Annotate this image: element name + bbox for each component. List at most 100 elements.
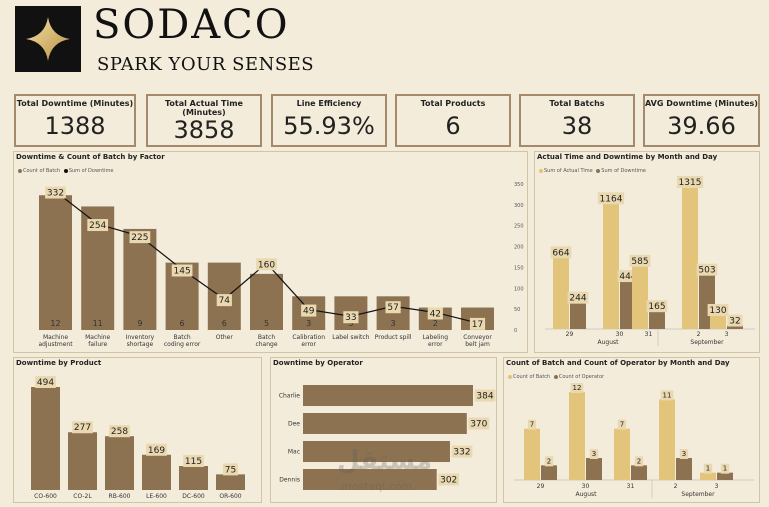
series-2-label: 165 <box>648 302 665 312</box>
category-label: change <box>255 341 277 348</box>
kpi-label: Total Batchs <box>549 99 605 108</box>
series-1-label-bg <box>550 246 572 259</box>
downtime-label: 254 <box>89 221 106 231</box>
category-label: LE-600 <box>146 493 167 500</box>
watermark-arabic: مستقل <box>337 446 433 476</box>
day-label: 31 <box>645 331 653 338</box>
factor-chart: 05010015020025030035012Machineadjustment… <box>38 182 524 348</box>
series-1-label-bg <box>660 390 674 401</box>
legend: Sum of Actual Time Sum of Downtime <box>537 168 646 174</box>
series-1-label-bg <box>597 192 625 205</box>
legend-label: Sum of Downtime <box>68 168 114 174</box>
legend-swatch <box>553 374 558 379</box>
series-1-label-bg <box>707 303 729 316</box>
legend: Count of Batch Sum of Downtime <box>16 168 114 174</box>
value-label: 169 <box>148 446 165 456</box>
bar-series-1 <box>569 392 585 480</box>
series-1-label-bg <box>570 383 584 393</box>
bar-downtime <box>31 387 60 490</box>
value-label: 75 <box>225 465 236 475</box>
day-label: 29 <box>566 331 574 338</box>
product-panel: Downtime by Product 494 CO-600 277 CO-2L 258… <box>13 357 262 503</box>
value-label-bg <box>438 473 460 486</box>
factor-panel: Downtime & Count of Batch by Factor Coun… <box>13 151 528 353</box>
series-1-label-bg <box>527 419 537 430</box>
bar-series-2 <box>570 302 586 329</box>
category-label: Product spill <box>375 334 412 341</box>
kpi-total-actual-time: Total Actual Time (Minutes) 3858 <box>146 94 262 147</box>
bar-downtime <box>216 474 245 490</box>
bar-downtime <box>303 385 473 406</box>
bar-series-1 <box>710 314 726 329</box>
operator-panel: Downtime by Operator Charlie 384 Dee 370 Mac… <box>270 357 497 503</box>
day-label: 30 <box>582 483 590 490</box>
bar-series-1 <box>553 257 569 329</box>
bar-series-2 <box>676 458 692 480</box>
day-label: 31 <box>627 483 635 490</box>
category-label: Label switch <box>332 334 369 341</box>
panel-title: Downtime by Product <box>16 359 102 367</box>
series-2-label: 444 <box>619 272 636 282</box>
value-label: 258 <box>111 427 128 437</box>
category-label: CO-2L <box>73 493 92 500</box>
downtime-label-bg <box>385 301 401 314</box>
series-2-label-bg <box>544 456 554 467</box>
downtime-label-bg <box>129 231 151 244</box>
bar-series-2 <box>631 465 647 480</box>
bar-series-2 <box>541 465 557 480</box>
legend-label: Count of Operator <box>558 374 605 380</box>
count-label: 6 <box>222 319 227 328</box>
bar-downtime <box>303 469 437 490</box>
product-chart: 494 CO-600 277 CO-2L 258 RB-600 169 LE-600 115 DC… <box>31 376 245 500</box>
count-label: 9 <box>137 319 142 328</box>
bar-downtime <box>303 413 467 434</box>
kpi-value: 6 <box>445 112 461 140</box>
count-label: 11 <box>93 319 103 328</box>
bar-series-2 <box>649 311 665 329</box>
count-label: 6 <box>180 319 185 328</box>
downtime-label: 33 <box>345 313 356 323</box>
month-label: September <box>681 491 715 498</box>
kpi-line-efficiency: Line Efficiency 55.93% <box>271 94 387 147</box>
bar-series-1 <box>700 472 716 480</box>
batchop-panel: Count of Batch and Count of Operator by … <box>503 357 760 503</box>
value-label-bg <box>35 376 56 388</box>
downtime-label: 74 <box>219 296 231 306</box>
series-1-label: 11 <box>663 391 672 399</box>
y-tick-label: 100 <box>514 286 524 292</box>
category-label: Batch <box>258 334 275 341</box>
bar-count-of-batch <box>123 228 157 330</box>
series-2-label: 2 <box>547 457 551 465</box>
category-label: shortage <box>127 341 154 348</box>
count-label: 2 <box>433 319 438 328</box>
kpi-value: 38 <box>561 112 593 140</box>
series-2-label-bg <box>634 456 644 467</box>
month-label: August <box>598 339 620 346</box>
category-label: error <box>428 341 443 348</box>
series-1-label-bg <box>629 254 651 267</box>
value-label: 384 <box>476 392 493 402</box>
series-1-label: 7 <box>530 421 534 429</box>
series-1-label: 7 <box>620 421 624 429</box>
kpi-label: Total Downtime (Minutes) <box>16 99 134 108</box>
downtime-label: 225 <box>131 233 148 243</box>
series-2-label: 503 <box>698 266 715 276</box>
kpi-avg-downtime: AVG Downtime (Minutes) 39.66 <box>643 94 760 147</box>
bar-count-of-batch <box>250 273 283 330</box>
series-1-label: 585 <box>631 257 648 267</box>
series-1-label: 664 <box>552 248 569 258</box>
legend-label: Sum of Downtime <box>601 168 646 174</box>
month-label: September <box>690 339 724 346</box>
bar-series-1 <box>614 428 630 480</box>
downtime-label: 57 <box>387 303 398 313</box>
value-label: 494 <box>37 378 54 388</box>
value-label-bg <box>109 425 130 438</box>
value-label: 370 <box>470 420 487 430</box>
kpi-value: 1388 <box>44 112 106 140</box>
series-2-label-bg <box>589 449 599 459</box>
day-label: 2 <box>674 483 678 490</box>
category-label: RB-600 <box>109 493 131 500</box>
series-2-label: 32 <box>729 317 740 327</box>
category-label: adjustment <box>38 341 73 348</box>
series-1-label-bg <box>617 419 627 430</box>
